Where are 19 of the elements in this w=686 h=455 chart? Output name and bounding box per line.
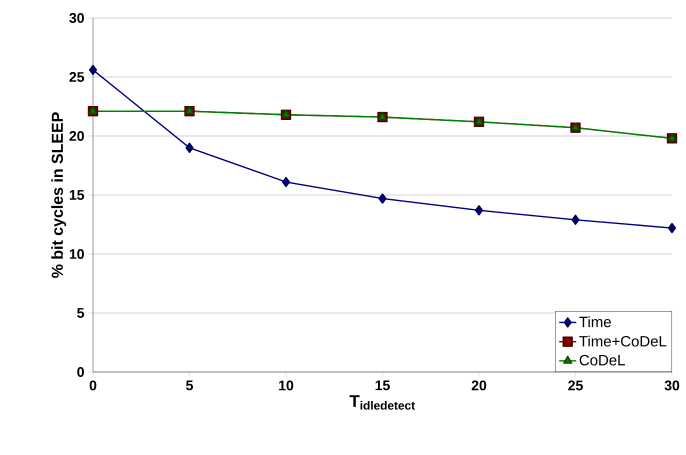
x-axis-title: $\mathbf{T}_{\mathbf{idledetect}}$ [350, 395, 415, 410]
x-tick-label: 25 [568, 380, 583, 390]
legend-label: CoDeL [580, 354, 625, 366]
y-tick-label: 25 [69, 72, 84, 82]
x-tick-label: 10 [279, 380, 294, 390]
x-tick-label: 30 [664, 380, 680, 390]
legend-label: Time [579, 316, 611, 328]
y-tick-label: 20 [69, 131, 84, 141]
x-tick-label: 5 [186, 380, 193, 390]
y-tick-label: 10 [70, 249, 84, 259]
y-tick-label: 15 [70, 190, 84, 200]
y-tick-label: 5 [77, 308, 84, 318]
y-axis-title: % bit cycles in SLEEP [51, 112, 66, 278]
x-tick-label: 0 [90, 380, 96, 390]
y-tick-label: 30 [69, 13, 84, 23]
x-tick-label: 20 [472, 380, 486, 390]
legend-label: Time+CoDeL [579, 336, 666, 347]
y-tick-label: 0 [77, 367, 84, 377]
x-tick-label: 15 [376, 380, 390, 390]
